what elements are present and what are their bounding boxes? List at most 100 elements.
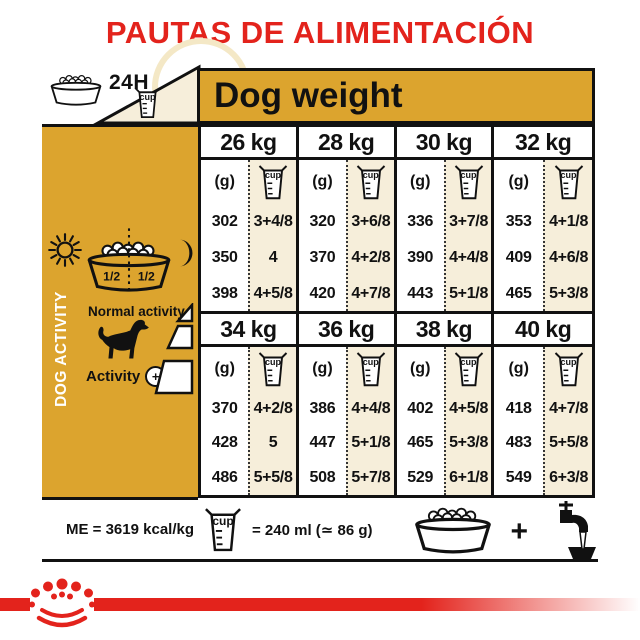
half-portions-bowl-icon: 1/2 1/2 (87, 228, 171, 294)
weight-header: 34 kg (201, 314, 299, 348)
grams-value: 483 (505, 434, 532, 452)
grams-header: (g) (214, 360, 235, 378)
cup-value: 4+7/8 (549, 399, 589, 417)
grams-subcolumn: (g) 386 447 508 (299, 347, 346, 495)
grams-value: 402 (407, 399, 434, 417)
weight-header: 30 kg (396, 127, 495, 160)
grams-subcolumn: (g) 336 390 443 (397, 160, 444, 311)
grams-value: 302 (211, 212, 238, 230)
brand-stripe-left (0, 598, 30, 611)
plus-symbol: + (151, 369, 160, 384)
grams-value: 370 (211, 399, 238, 417)
cup-value: 5+5/8 (549, 434, 589, 452)
weight-group-2: 34 kg 36 kg 38 kg 40 kg (g) 370 428 486 … (201, 314, 592, 495)
weight-column-body: (g) 336 390 443 cup 3+7/8 4+4/8 5+1/8 (397, 160, 495, 312)
grams-value: 465 (505, 284, 532, 302)
activity-scale-icon (154, 303, 194, 395)
cup-icon-label: cup (362, 169, 379, 180)
cup-value: 5+3/8 (549, 284, 589, 302)
h24-label: 24H (109, 71, 150, 94)
cup-value: 4+6/8 (549, 248, 589, 266)
cup-value: 5+1/8 (449, 284, 489, 302)
cup-value: 6+1/8 (449, 468, 489, 486)
cup-value: 5+1/8 (351, 434, 391, 452)
grams-value: 529 (407, 468, 434, 486)
cup-value: 5+7/8 (351, 468, 391, 486)
cup-icon: cup (258, 352, 288, 387)
feeding-table: 26 kg 28 kg 30 kg 32 kg (g) 302 350 398 … (198, 124, 595, 498)
cup-icon-label: cup (460, 356, 477, 367)
cup-icon: cup (356, 352, 386, 387)
metabolizable-energy-label: ME = 3619 kcal/kg (66, 521, 194, 538)
grams-subcolumn: (g) 370 428 486 (201, 347, 248, 495)
cup-value: 4+2/8 (351, 248, 391, 266)
cup-value: 5+3/8 (449, 434, 489, 452)
cup-subcolumn: cup 3+7/8 4+4/8 5+1/8 (443, 160, 492, 312)
dog-activity-vertical-label: DOG ACTIVITY (53, 291, 70, 407)
cup-icon-label: cup (265, 169, 282, 180)
grams-subcolumn: (g) 320 370 420 (299, 160, 346, 311)
grams-header: (g) (214, 173, 235, 190)
weight-column-body: (g) 386 447 508 cup 4+4/8 5+1/8 5+7/8 (299, 347, 397, 495)
cup-value: 4+5/8 (449, 399, 489, 417)
page-title: PAUTAS DE ALIMENTACIÓN (105, 15, 535, 50)
grams-value: 390 (407, 248, 434, 266)
dog-activity-panel: DOG ACTIVITY 1/2 1/2 (42, 124, 198, 500)
cup-value: 4+4/8 (351, 399, 391, 417)
cup-icon: cup (204, 507, 242, 553)
grams-subcolumn: (g) 353 409 465 (494, 160, 543, 311)
kibble-bowl-icon (50, 75, 102, 106)
grams-subcolumn: (g) 402 465 529 (397, 347, 444, 495)
cup-subcolumn: cup 4+5/8 5+3/8 6+1/8 (443, 347, 492, 495)
sun-icon (48, 233, 82, 267)
dog-icon (98, 319, 149, 359)
brand-stripe (94, 598, 640, 611)
cup-icon: cup (258, 164, 288, 200)
footer-info-bar: ME = 3619 kcal/kg cup = 240 ml (≃ 86 g) … (42, 500, 598, 562)
weight-header: 36 kg (298, 314, 397, 348)
grams-value: 486 (211, 468, 238, 486)
cup-value: 5 (268, 434, 278, 452)
grams-subcolumn: (g) 302 350 398 (201, 160, 248, 311)
cup-value: 3+7/8 (449, 212, 489, 230)
cup-icon-label: cup (560, 356, 577, 367)
weight-column-body: (g) 402 465 529 cup 4+5/8 5+3/8 6+1/8 (397, 347, 495, 495)
half-left-label: 1/2 (103, 269, 120, 283)
grams-value: 386 (309, 399, 336, 417)
dog-weight-header: Dog weight (197, 68, 595, 124)
cup-value: 6+3/8 (549, 468, 589, 486)
grams-header: (g) (312, 360, 333, 378)
grams-value: 465 (407, 434, 434, 452)
grams-value: 353 (505, 212, 532, 230)
grams-subcolumn: (g) 418 483 549 (494, 347, 543, 495)
grams-value: 336 (407, 212, 434, 230)
grams-value: 447 (309, 434, 336, 452)
weight-column-body: (g) 320 370 420 cup 3+6/8 4+2/8 4+7/8 (299, 160, 397, 312)
moon-icon (179, 239, 193, 267)
grams-header: (g) (508, 173, 529, 190)
grams-header: (g) (409, 173, 431, 190)
grams-header: (g) (508, 360, 529, 378)
cup-subcolumn: cup 4+4/8 5+1/8 5+7/8 (346, 347, 394, 495)
grams-value: 508 (309, 468, 336, 486)
cup-icon-label: cup (362, 356, 379, 367)
cup-icon-label: cup (139, 92, 156, 102)
royal-canin-crown-logo (29, 578, 95, 628)
dog-weight-label: Dog weight (214, 76, 403, 115)
cup-icon-label: cup (265, 356, 282, 367)
normal-activity-label: Normal activity (88, 304, 185, 319)
cup-icon: cup (554, 352, 584, 387)
weight-header: 28 kg (298, 127, 397, 160)
weight-column-body: (g) 353 409 465 cup 4+1/8 4+6/8 5+3/8 (494, 160, 592, 312)
cup-value: 3+4/8 (253, 212, 293, 230)
cup-subcolumn: cup 4+7/8 5+5/8 6+3/8 (543, 347, 592, 495)
cup-icon: cup (134, 87, 161, 119)
grams-header: (g) (312, 173, 333, 190)
cup-icon: cup (356, 164, 386, 200)
weight-column-body: (g) 302 350 398 cup 3+4/8 4 4+5/8 (201, 160, 299, 312)
cup-icon-label: cup (212, 513, 234, 528)
grams-value: 409 (505, 248, 532, 266)
cup-value: 4+1/8 (549, 212, 589, 230)
weight-header: 32 kg (494, 127, 592, 160)
